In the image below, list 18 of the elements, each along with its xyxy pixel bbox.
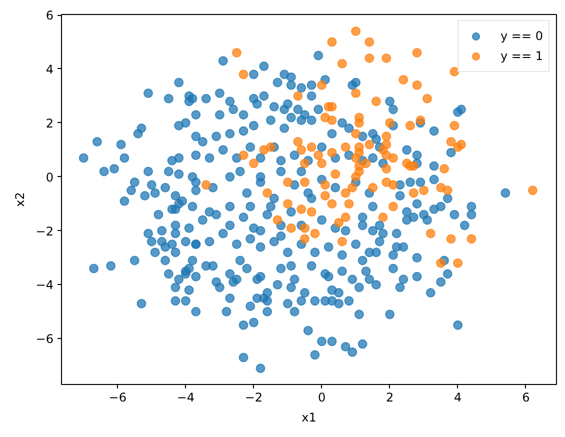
- x-tick-label: −6: [108, 390, 126, 404]
- x-tick-label: 0: [318, 390, 326, 404]
- x-axis-title: x1: [302, 410, 316, 424]
- y-tick-label: 4: [46, 62, 54, 76]
- y-tick-label: 2: [46, 116, 54, 130]
- y-tick-label: −2: [36, 224, 54, 238]
- legend-label: y == 0: [500, 29, 543, 43]
- y-tick-label: 6: [46, 8, 54, 23]
- x-tick-label: 4: [454, 390, 462, 404]
- y-axis-title: x2: [12, 192, 27, 207]
- y-tick-label: −6: [36, 332, 54, 346]
- x-tick-label: 2: [386, 390, 394, 404]
- x-tick-label: −4: [176, 390, 195, 404]
- y-tick-label: 0: [46, 170, 54, 184]
- y-tick-label: −4: [36, 278, 54, 292]
- x-tick-label: 6: [522, 390, 530, 404]
- x-tick-label: −2: [244, 390, 263, 404]
- legend-label: y == 1: [500, 49, 543, 63]
